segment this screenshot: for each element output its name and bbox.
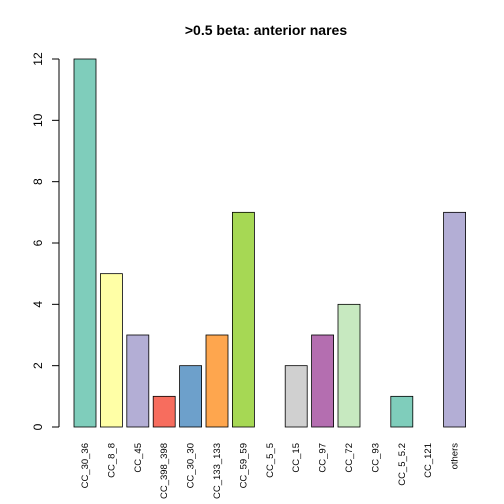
y-tick-label: 12 <box>31 52 45 66</box>
bar-cc-59-59 <box>231 211 255 428</box>
x-tick-label: CC_30_36 <box>80 443 91 488</box>
y-tick-label: 4 <box>31 301 45 308</box>
bar-cc-45 <box>126 334 150 428</box>
x-tick-label: CC_121 <box>423 443 434 478</box>
y-tick-label: 10 <box>31 113 45 127</box>
bar-cc-30-30 <box>179 365 203 428</box>
bars <box>73 58 467 428</box>
x-tick-label: CC_398_398 <box>159 443 170 499</box>
x-tick-label: CC_97 <box>318 443 329 473</box>
x-tick-label: CC_72 <box>344 443 355 473</box>
x-tick-label: CC_133_133 <box>212 443 223 499</box>
x-tick-label: CC_5_5.2 <box>397 443 408 486</box>
x-tick-label: CC_30_30 <box>186 443 197 488</box>
bar-cc-30-36 <box>73 58 97 428</box>
x-tick-label: CC_5_5 <box>265 443 276 478</box>
bar-cc-5-5-2 <box>390 395 414 428</box>
x-tick-label: CC_8_8 <box>106 443 117 478</box>
x-axis-labels: CC_30_36 CC_8_8 CC_45 CC_398_398 CC_30_30 CC_… <box>80 443 461 499</box>
x-tick-label: CC_15 <box>291 443 302 473</box>
y-axis: 0 2 4 6 8 10 12 <box>31 52 60 430</box>
bar-cc-398-398 <box>152 395 176 428</box>
x-tick-label: others <box>450 443 461 470</box>
bar-cc-97 <box>311 334 335 428</box>
x-tick-label: CC_93 <box>370 443 381 473</box>
x-tick-label: CC_59_59 <box>238 443 249 488</box>
chart-title: >0.5 beta: anterior nares <box>185 22 347 38</box>
bar-cc-72 <box>337 303 361 428</box>
y-tick-label: 8 <box>31 178 45 185</box>
bar-others <box>443 211 467 428</box>
bar-cc-133-133 <box>205 334 229 428</box>
bar-cc-8-8 <box>100 273 123 428</box>
y-tick-label: 0 <box>31 423 45 430</box>
y-tick-label: 6 <box>31 239 45 246</box>
y-tick-label: 2 <box>31 362 45 369</box>
bar-cc-15 <box>284 365 308 428</box>
x-tick-label: CC_45 <box>133 443 144 473</box>
